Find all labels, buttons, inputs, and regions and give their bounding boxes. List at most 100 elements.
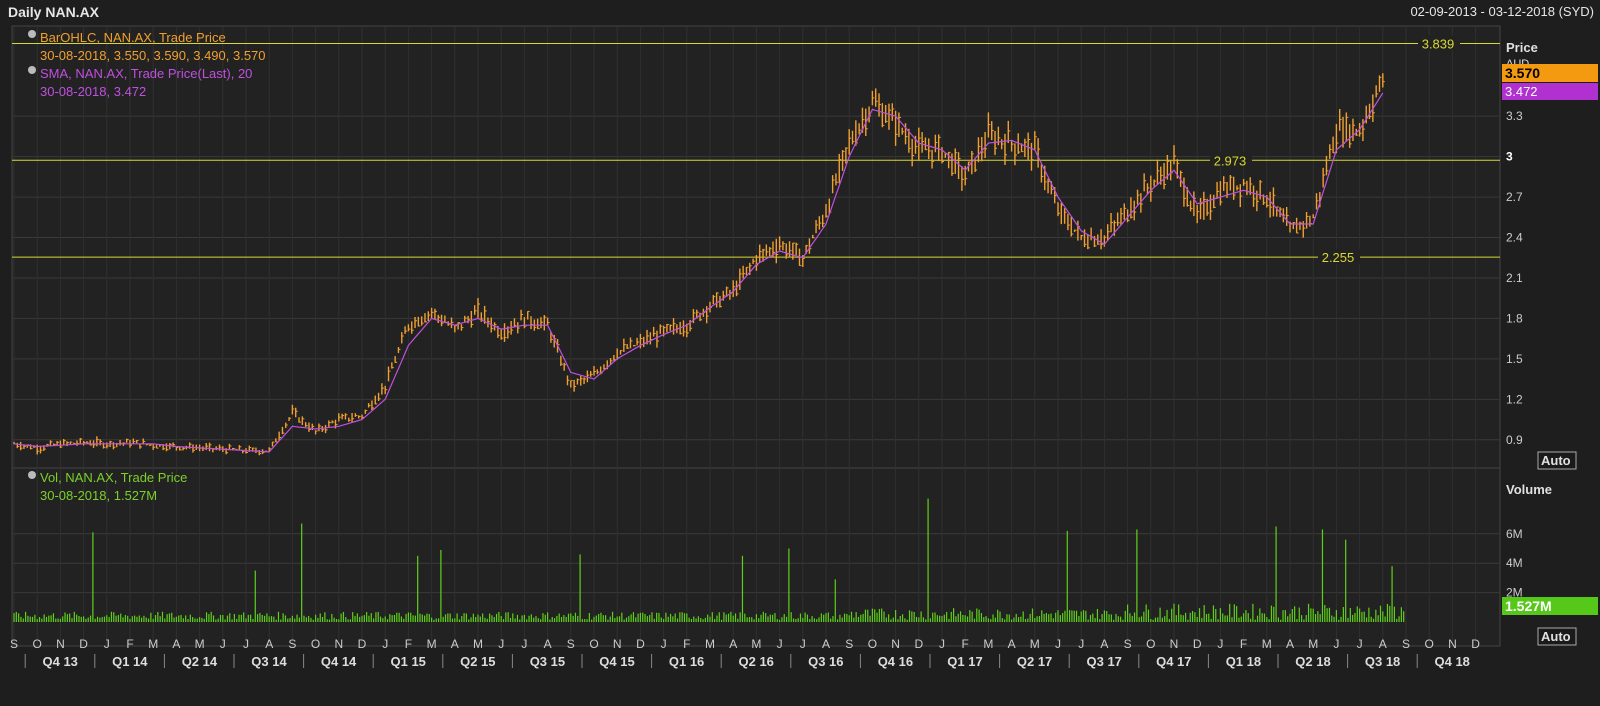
level-label-bg <box>1210 152 1252 168</box>
month-tick-label: J <box>104 637 110 651</box>
month-tick-label: F <box>962 637 969 651</box>
month-tick-label: M <box>148 637 158 651</box>
quarter-label: Q2 18 <box>1295 654 1330 669</box>
quarter-label: Q3 18 <box>1365 654 1400 669</box>
quarter-label: Q2 14 <box>182 654 218 669</box>
month-tick-label: S <box>1402 637 1410 651</box>
month-tick-label: F <box>405 637 412 651</box>
sma-line <box>13 92 1384 453</box>
volume-tick-label: 2M <box>1506 586 1523 600</box>
price-axis-title: Price <box>1506 40 1538 55</box>
month-tick-label: D <box>358 637 367 651</box>
legend-toggle-icon[interactable] <box>28 471 36 479</box>
price-tick-label: 2.7 <box>1506 190 1523 204</box>
date-range: 02-09-2013 - 03-12-2018 (SYD) <box>1410 4 1594 19</box>
sma-tag-bg <box>1502 83 1598 100</box>
month-tick-label: S <box>10 637 18 651</box>
price-tick-label: 0.9 <box>1506 433 1523 447</box>
price-tick-label: 2.4 <box>1506 231 1523 245</box>
month-tick-label: N <box>1170 637 1179 651</box>
month-tick-label: A <box>544 637 552 651</box>
month-tick-label: A <box>1008 637 1016 651</box>
quarter-label: Q3 14 <box>251 654 287 669</box>
month-tick-label: J <box>1333 637 1339 651</box>
month-tick-label: F <box>683 637 690 651</box>
legend-toggle-icon[interactable] <box>28 66 36 74</box>
legend-sma-label: SMA, NAN.AX, Trade Price(Last), 20 <box>40 66 252 81</box>
month-tick-label: A <box>1286 637 1294 651</box>
quarter-label: Q1 18 <box>1226 654 1261 669</box>
month-tick-label: J <box>1078 637 1084 651</box>
month-tick-label: S <box>288 637 296 651</box>
month-tick-label: M <box>1262 637 1272 651</box>
month-tick-label: J <box>1357 637 1363 651</box>
month-tick-label: S <box>567 637 575 651</box>
month-tick-label: M <box>983 637 993 651</box>
month-tick-label: D <box>1471 637 1480 651</box>
quarter-label: Q4 16 <box>878 654 913 669</box>
month-tick-label: J <box>521 637 527 651</box>
price-tick-label: 3.3 <box>1506 109 1523 123</box>
month-tick-label: A <box>822 637 830 651</box>
month-tick-label: A <box>729 637 737 651</box>
level-label: 3.839 <box>1422 36 1455 51</box>
month-tick-label: O <box>589 637 598 651</box>
quarter-label: Q1 16 <box>669 654 704 669</box>
month-tick-label: M <box>473 637 483 651</box>
quarter-label: Q1 15 <box>390 654 425 669</box>
legend-sma-values: 30-08-2018, 3.472 <box>40 84 146 99</box>
level-label: 2.255 <box>1322 250 1355 265</box>
month-tick-label: S <box>1124 637 1132 651</box>
level-lines: 3.839 2.973 2.255 <box>12 35 1500 265</box>
month-tick-label: M <box>427 637 437 651</box>
month-tick-label: J <box>939 637 945 651</box>
quarter-label: Q4 15 <box>599 654 634 669</box>
volume-axis-title: Volume <box>1506 482 1552 497</box>
month-tick-label: N <box>891 637 900 651</box>
price-tick-label: 3 <box>1506 150 1513 164</box>
month-tick-label: A <box>1100 637 1108 651</box>
price-auto-label: Auto <box>1541 453 1571 468</box>
quarter-label: Q3 17 <box>1086 654 1121 669</box>
quarter-label: Q1 14 <box>112 654 148 669</box>
legend-volume-values: 30-08-2018, 1.527M <box>40 488 157 503</box>
month-tick-label: J <box>777 637 783 651</box>
price-auto-button[interactable] <box>1537 451 1577 470</box>
month-tick-label: A <box>451 637 459 651</box>
month-tick-label: O <box>868 637 877 651</box>
month-tick-label: F <box>1240 637 1247 651</box>
month-tick-label: A <box>265 637 273 651</box>
level-label-bg <box>1318 249 1360 265</box>
ohlc-bars <box>13 73 1385 456</box>
sma-tag: 3.472 <box>1505 84 1538 99</box>
price-tick-label: 2.1 <box>1506 271 1523 285</box>
price-axis: 0.9 1.2 1.5 1.8 2.1 2.4 2.7 3 3.3 <box>1506 109 1523 447</box>
month-tick-label: N <box>334 637 343 651</box>
month-tick-label: N <box>56 637 65 651</box>
month-tick-label: J <box>1055 637 1061 651</box>
month-tick-label: N <box>1448 637 1457 651</box>
month-tick-label: O <box>311 637 320 651</box>
month-tick-label: O <box>1146 637 1155 651</box>
month-tick-label: D <box>79 637 88 651</box>
legend-toggle-icon[interactable] <box>28 30 36 38</box>
volume-auto-button[interactable] <box>1537 627 1577 646</box>
legend-ohlc-values: 30-08-2018, 3.550, 3.590, 3.490, 3.570 <box>40 48 266 63</box>
price-tick-label: 1.8 <box>1506 311 1523 325</box>
level-label-bg <box>1418 35 1460 51</box>
quarter-label: Q2 16 <box>738 654 773 669</box>
month-tick-label: A <box>1379 637 1387 651</box>
month-tick-label: M <box>195 637 205 651</box>
volume-tag-bg <box>1502 597 1598 615</box>
volume-axis: 2M 4M 6M <box>1506 527 1523 600</box>
month-tick-label: O <box>1425 637 1434 651</box>
month-tick-label: M <box>1308 637 1318 651</box>
volume-tick-label: 6M <box>1506 527 1523 541</box>
price-tick-label: 1.2 <box>1506 392 1523 406</box>
quarter-label: Q4 14 <box>321 654 357 669</box>
last-price-tag-bg <box>1502 64 1598 82</box>
month-tick-label: M <box>751 637 761 651</box>
